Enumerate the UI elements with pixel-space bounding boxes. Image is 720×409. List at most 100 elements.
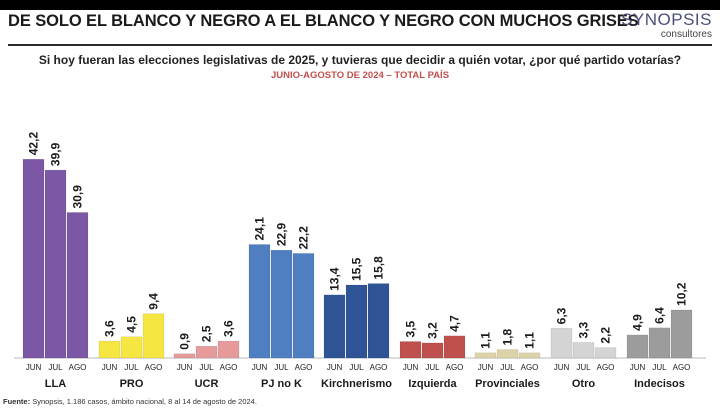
- data-label: 3,3: [577, 321, 591, 338]
- month-tick-label: JUL: [349, 363, 364, 372]
- month-tick-label: JUL: [124, 363, 139, 372]
- bar-provinciales-jun: [474, 352, 497, 359]
- month-tick-label: JUN: [630, 363, 646, 372]
- bar-lla-jun: [22, 158, 45, 359]
- month-tick-label: JUL: [199, 363, 214, 372]
- month-tick-label: JUL: [48, 363, 63, 372]
- month-tick-label: JUL: [500, 363, 515, 372]
- month-tick-label: JUN: [554, 363, 570, 372]
- month-tick-label: JUN: [102, 363, 118, 372]
- synopsis-logo: SYNOPSIS consultores: [621, 10, 712, 41]
- month-tick-label: AGO: [673, 363, 691, 372]
- data-label: 42,2: [27, 132, 41, 156]
- data-label: 22,9: [275, 222, 289, 246]
- data-label: 3,2: [426, 322, 440, 339]
- bar-indecisos-jun: [626, 334, 649, 359]
- month-tick-label: AGO: [145, 363, 163, 372]
- category-label: Indecisos: [634, 378, 685, 390]
- slide: DE SOLO EL BLANCO Y NEGRO A EL BLANCO Y …: [0, 10, 720, 409]
- month-tick-label: AGO: [446, 363, 464, 372]
- data-label: 2,5: [200, 325, 214, 342]
- bar-pro-jul: [120, 336, 143, 359]
- header-divider: [8, 44, 712, 46]
- bar-pj-no-k-jul: [270, 249, 293, 359]
- month-tick-label: JUN: [177, 363, 193, 372]
- data-label: 1,1: [523, 332, 537, 349]
- category-label: Kirchnerismo: [321, 378, 392, 390]
- month-tick-label: JUL: [425, 363, 440, 372]
- data-label: 15,8: [372, 256, 386, 280]
- source-note: Fuente: Synopsis, 1.186 casos, ámbito na…: [3, 397, 257, 406]
- data-label: 4,5: [125, 316, 139, 333]
- bar-otro-ago: [594, 347, 617, 359]
- data-label: 15,5: [350, 257, 364, 281]
- logo-main-text: SYNOPSIS: [621, 10, 712, 29]
- category-label: Izquierda: [408, 378, 457, 390]
- category-label: Otro: [572, 378, 596, 390]
- data-label: 9,4: [147, 293, 161, 310]
- bar-ucr-jul: [195, 345, 218, 359]
- bar-pj-no-k-jun: [248, 244, 271, 359]
- data-label: 22,2: [297, 226, 311, 250]
- source-label: Fuente:: [3, 397, 31, 406]
- bar-kirchnerismo-jul: [345, 284, 368, 359]
- data-label: 4,7: [448, 315, 462, 332]
- data-label: 3,5: [404, 321, 418, 338]
- bar-kirchnerismo-jun: [323, 294, 346, 359]
- data-label: 1,1: [479, 332, 493, 349]
- month-tick-label: JUL: [576, 363, 591, 372]
- month-tick-label: JUL: [274, 363, 289, 372]
- logo-sub-text: consultores: [660, 29, 712, 40]
- data-label: 24,1: [253, 217, 267, 241]
- data-label: 1,8: [501, 329, 515, 346]
- bar-ucr-ago: [217, 340, 240, 359]
- data-label: 6,4: [653, 307, 667, 324]
- month-tick-label: AGO: [69, 363, 87, 372]
- data-label: 39,9: [49, 142, 63, 166]
- month-tick-label: AGO: [370, 363, 388, 372]
- bar-provinciales-ago: [518, 352, 541, 359]
- data-label: 4,9: [631, 314, 645, 331]
- source-text: Synopsis, 1.186 casos, ámbito nacional, …: [32, 397, 257, 406]
- category-label: PRO: [120, 378, 144, 390]
- bar-indecisos-jul: [648, 327, 671, 359]
- data-label: 3,6: [103, 320, 117, 337]
- bar-chart: 42,2JUN39,9JUL30,9AGOLLA3,6JUN4,5JUL9,4A…: [14, 132, 706, 390]
- bar-izquierda-jun: [399, 341, 422, 359]
- month-tick-label: AGO: [521, 363, 539, 372]
- chart-title: Si hoy fueran las elecciones legislativa…: [38, 53, 682, 67]
- headline: DE SOLO EL BLANCO Y NEGRO A EL BLANCO Y …: [8, 12, 639, 30]
- month-tick-label: AGO: [295, 363, 313, 372]
- data-label: 10,2: [675, 282, 689, 306]
- data-label: 2,2: [599, 327, 613, 344]
- data-label: 13,4: [328, 267, 342, 291]
- category-label: Provinciales: [475, 378, 540, 390]
- bar-lla-ago: [66, 212, 89, 359]
- bar-izquierda-jul: [421, 342, 444, 359]
- bar-pro-ago: [142, 313, 165, 359]
- bar-pj-no-k-ago: [292, 253, 315, 359]
- month-tick-label: AGO: [597, 363, 615, 372]
- bar-kirchnerismo-ago: [367, 283, 390, 359]
- month-tick-label: AGO: [220, 363, 238, 372]
- category-label: UCR: [195, 378, 219, 390]
- bar-otro-jun: [550, 328, 573, 359]
- month-tick-label: JUN: [26, 363, 42, 372]
- category-label: PJ no K: [261, 378, 302, 390]
- bar-pro-jun: [98, 340, 121, 359]
- month-tick-label: JUN: [478, 363, 494, 372]
- data-label: 30,9: [71, 185, 85, 209]
- bar-izquierda-ago: [443, 335, 466, 359]
- bar-indecisos-ago: [670, 309, 693, 359]
- category-label: LLA: [45, 378, 66, 390]
- month-tick-label: JUN: [252, 363, 268, 372]
- chart-subtitle: JUNIO-AGOSTO DE 2024 – TOTAL PAÍS: [270, 70, 450, 81]
- data-label: 3,6: [222, 320, 236, 337]
- bar-lla-jul: [44, 169, 67, 359]
- month-tick-label: JUN: [327, 363, 343, 372]
- data-label: 6,3: [555, 307, 569, 324]
- bar-provinciales-jul: [496, 349, 519, 359]
- bar-ucr-jun: [173, 353, 196, 359]
- month-tick-label: JUN: [403, 363, 419, 372]
- month-tick-label: JUL: [652, 363, 667, 372]
